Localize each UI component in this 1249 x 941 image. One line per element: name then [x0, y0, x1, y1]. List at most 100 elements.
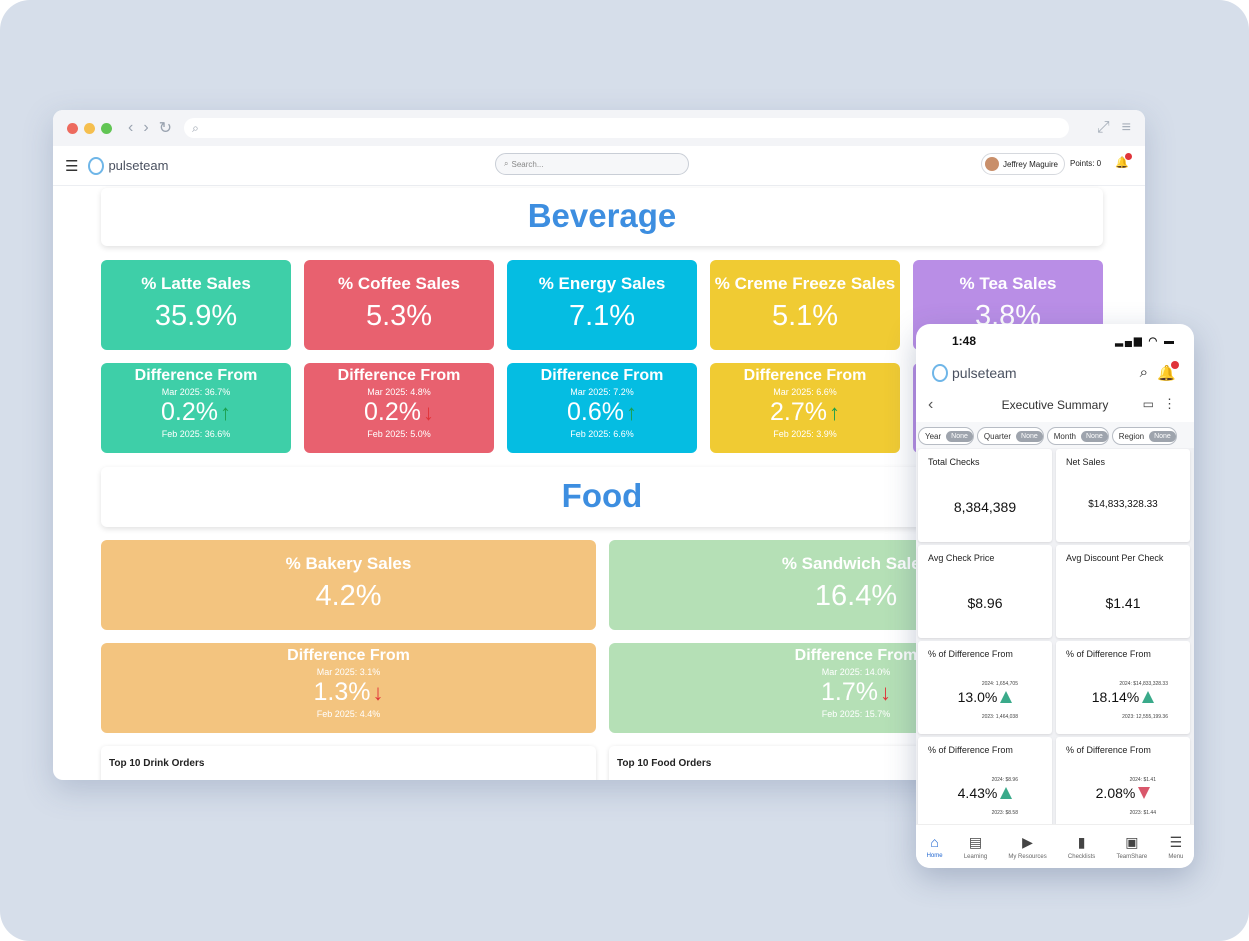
battery-icon: ▬ [1164, 335, 1176, 347]
expand-icon[interactable]: ⤢ [1096, 119, 1110, 136]
diff-title: Difference From [743, 367, 867, 384]
total-checks-tile[interactable]: Total Checks 8,384,389 [918, 449, 1052, 542]
diff-title: Difference From [287, 647, 410, 664]
search-input[interactable]: ⌕ Search... [495, 153, 689, 175]
filter-quarter[interactable]: Quarter None [976, 427, 1044, 445]
coffee-sales-card[interactable]: % Coffee Sales 5.3% [304, 260, 494, 350]
filter-region[interactable]: Region None [1111, 427, 1177, 445]
top-drink-orders-card[interactable]: Top 10 Drink Orders [101, 746, 596, 780]
user-name: Jeffrey Maguire [1003, 159, 1058, 169]
latte-sales-card[interactable]: % Latte Sales 35.9% [101, 260, 291, 350]
book-icon: ▤ [968, 833, 983, 850]
creme-freeze-difference-card[interactable]: Difference From Mar 2025: 6.6% 2.7% ↑ Feb… [710, 363, 900, 453]
maximize-window-button[interactable] [101, 122, 112, 134]
mobile-header: pulseteam ⌕ 🔔 [916, 358, 1194, 388]
filter-year[interactable]: Year None [918, 427, 974, 445]
tab-home[interactable]: ⌂ Home [927, 834, 943, 859]
coffee-difference-card[interactable]: Difference From Mar 2025: 4.8% 0.2% ↓ Feb… [304, 363, 494, 453]
avatar [985, 157, 999, 171]
net-sales-difference-tile[interactable]: % of Difference From 2024: $14,833,328.3… [1056, 641, 1190, 734]
minimize-window-button[interactable] [84, 122, 95, 134]
close-window-button[interactable] [67, 122, 78, 134]
forward-arrow-icon[interactable]: › [143, 119, 149, 136]
tile-value: $14,833,328.33 [1088, 499, 1158, 510]
comment-icon[interactable]: ▭ [1142, 397, 1154, 411]
tile-title: Total Checks [928, 457, 980, 467]
diff-previous: Mar 2025: 3.1% [316, 667, 381, 677]
checks-difference-tile[interactable]: % of Difference From 2024: 1,654,705 13.… [918, 641, 1052, 734]
mobile-notification-badge [1171, 361, 1179, 369]
kpi-tile-grid: Total Checks 8,384,389 Net Sales $14,833… [916, 448, 1194, 830]
address-bar[interactable]: ⌕ [184, 118, 1069, 138]
latte-difference-card[interactable]: Difference From Mar 2025: 36.7% 0.2% ↑ Fe… [101, 363, 291, 453]
tile-percent: 2.08% [1056, 785, 1190, 801]
tab-menu[interactable]: ☰ Menu [1168, 834, 1183, 860]
discount-difference-tile[interactable]: % of Difference From 2024: $1.41 2.08% 2… [1056, 737, 1190, 830]
brand-logo[interactable]: pulseteam [88, 156, 169, 175]
notification-bell-icon[interactable]: 🔔 [1115, 153, 1132, 170]
tile-previous: 2023: 12,555,199.36 [1122, 714, 1168, 720]
bakery-difference-card[interactable]: Difference From Mar 2025: 3.1% 1.3% ↓ Feb… [101, 643, 596, 733]
tile-current: 2024: $14,833,328.33 [1119, 681, 1168, 687]
menu-icon: ☰ [1169, 833, 1183, 850]
avg-discount-tile[interactable]: Avg Discount Per Check $1.41 [1056, 545, 1190, 638]
card-title: % Sandwich Sales [781, 554, 931, 573]
tab-label: TeamShare [1116, 853, 1148, 860]
tile-current: 2024: $8.96 [991, 777, 1018, 783]
tile-title: Net Sales [1066, 457, 1106, 467]
diff-title: Difference From [794, 647, 918, 664]
diff-title: Difference From [540, 367, 664, 384]
tab-my-resources[interactable]: ▶ My Resources [1008, 834, 1046, 860]
filter-month[interactable]: Month None [1046, 427, 1109, 445]
tile-previous: 2023: $1.44 [1129, 810, 1156, 816]
diff-base: Feb 2025: 15.7% [821, 709, 891, 719]
net-sales-tile[interactable]: Net Sales $14,833,328.33 [1056, 449, 1190, 542]
diff-value: 1.3% [313, 678, 371, 706]
diff-value: 0.2% [161, 398, 218, 426]
mobile-brand-logo[interactable]: pulseteam [932, 364, 1017, 382]
tab-learning[interactable]: ▤ Learning [964, 834, 987, 860]
tab-checklists[interactable]: ▮ Checklists [1068, 834, 1095, 860]
tab-teamshare[interactable]: ▣ TeamShare [1116, 834, 1147, 860]
video-library-icon: ▶ [1022, 833, 1033, 850]
diff-previous: Mar 2025: 36.7% [161, 387, 231, 397]
arrow-down-icon: ↓ [422, 399, 434, 425]
filter-label: Quarter [983, 431, 1012, 441]
energy-difference-card[interactable]: Difference From Mar 2025: 7.2% 0.6% ↑ Feb… [507, 363, 697, 453]
tile-previous: 2023: $8.58 [991, 810, 1018, 816]
points-counter: Points: 0 [1070, 159, 1102, 168]
card-title: % Creme Freeze Sales [714, 274, 896, 293]
back-arrow-icon[interactable]: ‹ [128, 119, 134, 136]
arrow-up-icon: ↑ [625, 399, 637, 425]
tile-percent-value: 13.0% [957, 689, 998, 705]
diff-base: Feb 2025: 4.4% [316, 709, 381, 719]
hamburger-menu-icon[interactable]: ☰ [65, 157, 79, 175]
browser-menu-icon[interactable]: ≡ [1121, 119, 1131, 136]
bakery-sales-card[interactable]: % Bakery Sales 4.2% [101, 540, 596, 630]
mobile-bell-icon[interactable]: 🔔 [1157, 361, 1179, 382]
diff-base: Feb 2025: 5.0% [367, 429, 431, 439]
tile-value: $8.96 [967, 595, 1003, 611]
search-placeholder: Search... [511, 159, 544, 169]
filter-bar: Year None Quarter None Month None Region Non… [916, 422, 1194, 450]
brand-name: pulseteam [108, 158, 169, 173]
arrow-up-icon: ↑ [219, 399, 231, 425]
back-chevron-icon[interactable]: ‹ [928, 396, 934, 413]
reload-icon[interactable]: ↻ [158, 120, 173, 137]
avg-check-price-tile[interactable]: Avg Check Price $8.96 [918, 545, 1052, 638]
mobile-page-title[interactable]: Executive Summary [1001, 398, 1109, 412]
diff-base: Feb 2025: 36.6% [161, 429, 231, 439]
user-menu-button[interactable]: Jeffrey Maguire [981, 153, 1065, 175]
creme-freeze-sales-card[interactable]: % Creme Freeze Sales 5.1% [710, 260, 900, 350]
energy-sales-card[interactable]: % Energy Sales 7.1% [507, 260, 697, 350]
tab-label: Checklists [1067, 853, 1096, 860]
filter-value: None [1016, 430, 1043, 442]
mobile-brand-name: pulseteam [952, 365, 1017, 381]
check-price-difference-tile[interactable]: % of Difference From 2024: $8.96 4.43% 2… [918, 737, 1052, 830]
tile-percent: 18.14% [1056, 689, 1190, 705]
mobile-search-icon[interactable]: ⌕ [1139, 364, 1148, 381]
mobile-page-nav: ‹ Executive Summary ▭ ⋮ [916, 388, 1194, 422]
diff-base: Feb 2025: 3.9% [773, 429, 837, 439]
filter-value: None [1081, 430, 1108, 442]
more-options-icon[interactable]: ⋮ [1163, 396, 1176, 411]
